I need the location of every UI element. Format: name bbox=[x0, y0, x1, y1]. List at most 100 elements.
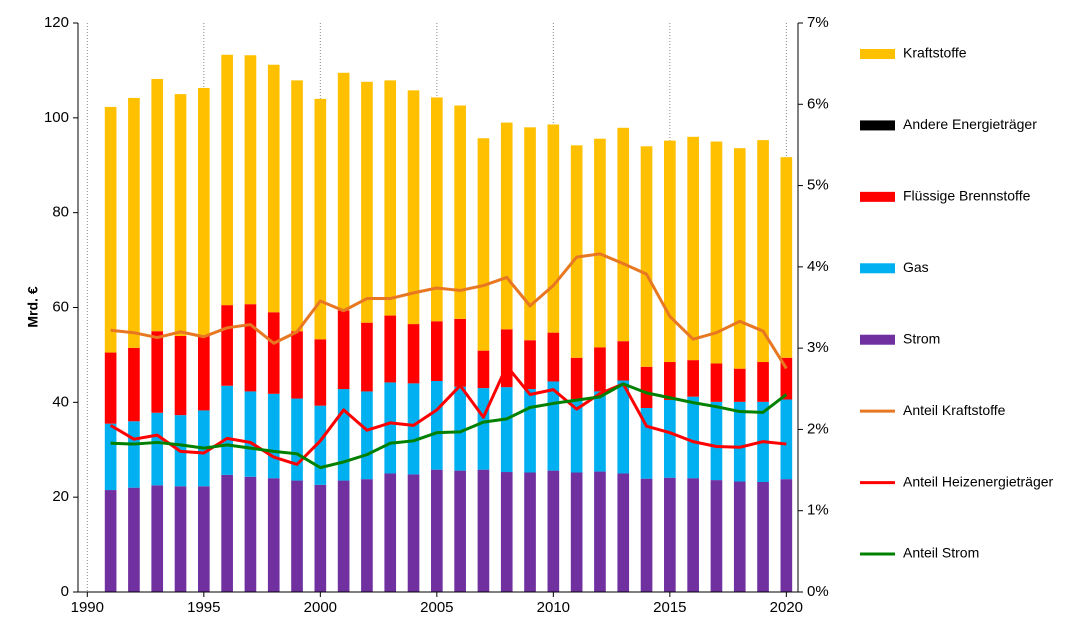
bar-segment bbox=[733, 148, 746, 369]
bar-segment bbox=[477, 350, 490, 389]
bar-segment bbox=[757, 362, 769, 402]
x-tick-label: 2005 bbox=[420, 599, 453, 616]
bar-segment bbox=[477, 138, 490, 351]
legend-label: Andere Energieträger bbox=[903, 116, 1037, 132]
bar-segment bbox=[244, 55, 257, 305]
bar-segment bbox=[151, 412, 164, 486]
bar-segment bbox=[454, 318, 466, 387]
bar-segment bbox=[664, 399, 676, 478]
bar-segment bbox=[128, 421, 140, 488]
bar-segment bbox=[454, 105, 466, 319]
bar-segment bbox=[198, 486, 210, 592]
bar-segment bbox=[128, 347, 140, 422]
bar-segment bbox=[407, 383, 420, 475]
bar-segment bbox=[640, 366, 653, 409]
legend-swatch bbox=[860, 334, 895, 345]
bar-segment bbox=[128, 487, 140, 592]
bar-segment bbox=[524, 389, 536, 473]
bar-segment bbox=[314, 98, 327, 340]
bar-segment bbox=[337, 389, 350, 481]
bar-segment bbox=[361, 391, 373, 480]
bar-segment bbox=[687, 136, 699, 361]
bar-segment bbox=[524, 127, 536, 341]
bar-segment bbox=[594, 138, 606, 348]
bar-segment bbox=[594, 471, 606, 592]
y2-tick-label: 3% bbox=[807, 339, 829, 356]
bar-segment bbox=[687, 478, 699, 592]
x-tick-label: 2000 bbox=[304, 599, 337, 616]
y-tick-label: 0 bbox=[61, 583, 69, 600]
bar-segment bbox=[384, 473, 397, 592]
bar-segment bbox=[104, 352, 117, 424]
bar-segment bbox=[267, 312, 280, 394]
y2-tick-label: 4% bbox=[807, 258, 829, 275]
bar-segment bbox=[337, 72, 350, 311]
bar-segment bbox=[104, 490, 117, 592]
y2-tick-label: 1% bbox=[807, 502, 829, 519]
bar-segment bbox=[244, 391, 257, 477]
bar-segment bbox=[547, 332, 560, 382]
bar-segment bbox=[128, 97, 140, 348]
bar-segment bbox=[664, 362, 676, 400]
bar-segment bbox=[570, 145, 583, 358]
bar-segment bbox=[733, 368, 746, 402]
y-tick-label: 40 bbox=[52, 393, 69, 410]
line bbox=[109, 364, 787, 466]
bar-segment bbox=[104, 423, 117, 491]
bar-segment bbox=[757, 481, 769, 592]
bar-segment bbox=[594, 391, 606, 472]
legend-label: Strom bbox=[903, 330, 940, 346]
bar-segment bbox=[687, 360, 699, 397]
bar-segment bbox=[664, 477, 676, 592]
bar-segment bbox=[547, 381, 560, 471]
y-tick-label: 60 bbox=[52, 298, 69, 315]
bar-segment bbox=[757, 140, 769, 363]
legend-swatch bbox=[860, 120, 895, 131]
bar-segment bbox=[337, 480, 350, 592]
bar-segment bbox=[733, 481, 746, 592]
bar-segment bbox=[361, 81, 373, 323]
bar-segment bbox=[687, 396, 699, 479]
bar-segment bbox=[198, 335, 210, 411]
bar-segment bbox=[780, 357, 793, 400]
bar-segment bbox=[361, 322, 373, 392]
bar-segment bbox=[267, 64, 280, 313]
bar-segment bbox=[570, 357, 583, 400]
bar-segment bbox=[291, 398, 303, 481]
bar-segment bbox=[431, 380, 443, 470]
y2-tick-label: 7% bbox=[807, 14, 829, 31]
bar-segment bbox=[780, 157, 793, 358]
bar-segment bbox=[151, 331, 164, 413]
bar-segment bbox=[151, 485, 164, 592]
bar-segment bbox=[384, 382, 397, 474]
x-tick-label: 1990 bbox=[71, 599, 104, 616]
bar-segment bbox=[407, 474, 420, 592]
x-tick-label: 2020 bbox=[770, 599, 803, 616]
bar-segment bbox=[174, 486, 187, 592]
bar-segment bbox=[244, 476, 257, 592]
bar-segment bbox=[524, 340, 536, 390]
bar-segment bbox=[733, 401, 746, 482]
bar-segment bbox=[524, 472, 536, 592]
legend-label: Anteil Kraftstoffe bbox=[903, 402, 1006, 418]
bar-segment bbox=[617, 341, 630, 381]
legend-label: Anteil Strom bbox=[903, 545, 979, 561]
y2-tick-label: 5% bbox=[807, 177, 829, 194]
legend-label: Gas bbox=[903, 259, 929, 275]
bar-segment bbox=[477, 469, 490, 592]
bar-segment bbox=[267, 478, 280, 592]
bar-segment bbox=[291, 80, 303, 332]
bar-segment bbox=[314, 405, 327, 485]
y-axis-title: Mrd. € bbox=[25, 286, 41, 327]
bar-segment bbox=[500, 387, 513, 473]
y-tick-label: 120 bbox=[44, 14, 69, 31]
legend-swatch bbox=[860, 263, 895, 274]
bar-segment bbox=[547, 470, 560, 592]
y2-tick-label: 6% bbox=[807, 95, 829, 112]
bar-segment bbox=[151, 78, 164, 332]
bar-segment bbox=[384, 315, 397, 383]
bar-segment bbox=[500, 122, 513, 330]
bar-segment bbox=[267, 393, 280, 479]
bar-segment bbox=[570, 399, 583, 473]
bar-segment bbox=[617, 380, 630, 474]
